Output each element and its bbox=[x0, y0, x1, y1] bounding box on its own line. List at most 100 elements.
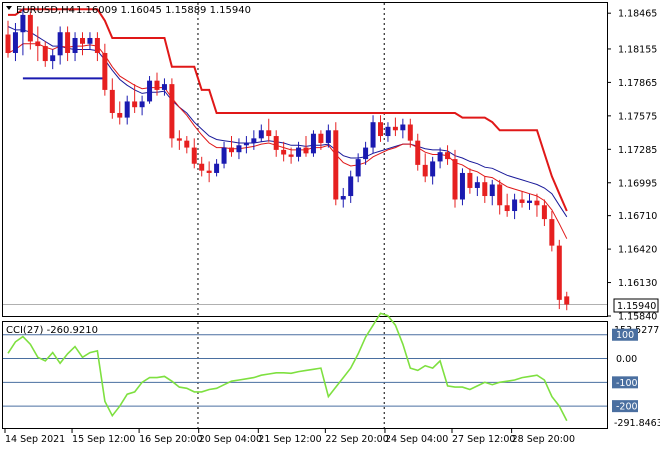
stop-line bbox=[8, 8, 568, 212]
candle bbox=[363, 141, 369, 165]
time-tick-label: 27 Sep 12:00 bbox=[452, 434, 515, 445]
moving-average-blue bbox=[7, 26, 568, 218]
candle bbox=[489, 179, 495, 206]
candle-body bbox=[42, 46, 48, 62]
period-separators bbox=[3, 3, 607, 428]
candle-body bbox=[474, 182, 480, 188]
candle bbox=[50, 49, 56, 70]
candle bbox=[400, 118, 406, 139]
candle-body bbox=[87, 37, 93, 44]
indicator-level-badge bbox=[612, 376, 638, 389]
candle bbox=[281, 141, 287, 162]
candle-body bbox=[229, 147, 234, 153]
candle bbox=[87, 32, 93, 50]
candle-body bbox=[102, 52, 108, 90]
price-tick-label: 1.16420 bbox=[618, 245, 657, 256]
candle bbox=[20, 9, 26, 56]
candle bbox=[541, 199, 547, 227]
candle-body bbox=[318, 133, 324, 143]
candle bbox=[392, 117, 398, 137]
candle-body bbox=[20, 14, 26, 33]
candle bbox=[117, 101, 123, 125]
price-tick-label: 1.16995 bbox=[618, 178, 657, 189]
candle bbox=[340, 187, 346, 208]
candle-body bbox=[57, 32, 63, 56]
candle bbox=[124, 95, 130, 125]
candle bbox=[109, 78, 115, 119]
candle-body bbox=[296, 147, 302, 157]
candle-body bbox=[206, 170, 212, 173]
candle bbox=[318, 130, 324, 150]
candle-body bbox=[556, 245, 562, 300]
candle-body bbox=[310, 133, 316, 154]
candle bbox=[258, 124, 264, 142]
indicator-level-label: 100 bbox=[616, 330, 634, 341]
candle-body bbox=[527, 200, 532, 203]
candle-body bbox=[199, 163, 205, 171]
candle bbox=[407, 118, 413, 148]
candle bbox=[445, 145, 451, 165]
indicator-min-label: -291.8463 bbox=[614, 418, 660, 429]
candle-body bbox=[288, 154, 294, 157]
current-price-label: 1.15940 bbox=[617, 301, 656, 312]
indicator-name-label: CCI(27) -260.9210 bbox=[6, 325, 98, 336]
candle bbox=[169, 78, 175, 148]
candle bbox=[378, 115, 383, 142]
time-tick-label: 16 Sep 20:00 bbox=[139, 434, 202, 445]
candle-body bbox=[489, 184, 495, 197]
candle bbox=[42, 41, 48, 67]
candle-body bbox=[154, 80, 160, 90]
candle-body bbox=[214, 163, 220, 173]
triangle-down-icon[interactable] bbox=[6, 6, 12, 10]
candle bbox=[467, 168, 473, 194]
candle bbox=[527, 193, 532, 210]
price-axis[interactable]: 1.18465 1.18155 1.17865 1.17575 1.17285 1.169… bbox=[607, 9, 657, 323]
candle-body bbox=[445, 152, 451, 160]
candle-body bbox=[333, 130, 339, 200]
candle-body bbox=[169, 84, 175, 139]
cci-line bbox=[7, 312, 568, 422]
candle-body bbox=[355, 159, 361, 177]
indicator-level-badge bbox=[612, 400, 638, 413]
candle bbox=[65, 26, 71, 62]
candle bbox=[497, 179, 503, 215]
candle bbox=[459, 168, 465, 206]
candle bbox=[288, 147, 294, 164]
candle-body bbox=[65, 32, 71, 53]
candle bbox=[534, 193, 540, 217]
candle-body bbox=[400, 124, 406, 131]
candle bbox=[35, 26, 41, 62]
candle-body bbox=[50, 55, 56, 62]
candle-body bbox=[564, 296, 570, 305]
candle-body bbox=[459, 172, 465, 200]
candle-body bbox=[452, 159, 458, 200]
candle bbox=[512, 193, 518, 220]
candle-body bbox=[161, 84, 167, 90]
candle-body bbox=[251, 138, 257, 143]
candle bbox=[415, 133, 421, 171]
candle-body bbox=[132, 101, 138, 108]
candle-body bbox=[221, 147, 227, 164]
candle-body bbox=[27, 14, 33, 42]
candle bbox=[229, 136, 234, 157]
candle-body bbox=[363, 147, 369, 160]
indicator-level-label: -100 bbox=[616, 378, 638, 389]
price-tick-label: 1.17285 bbox=[618, 145, 657, 156]
candle bbox=[549, 211, 555, 252]
candle-body bbox=[72, 37, 78, 53]
candle bbox=[176, 130, 182, 150]
candle bbox=[199, 156, 205, 177]
indicator-level-badge bbox=[612, 328, 638, 341]
candle bbox=[243, 136, 249, 154]
candle-body bbox=[549, 219, 555, 246]
candle-body bbox=[5, 34, 11, 53]
candle-body bbox=[191, 147, 197, 164]
candle bbox=[422, 153, 428, 183]
candlestick-series bbox=[5, 9, 570, 311]
candle-body bbox=[407, 124, 413, 141]
indicator-frame bbox=[2, 321, 608, 429]
indicator-level-label: -200 bbox=[616, 402, 638, 413]
